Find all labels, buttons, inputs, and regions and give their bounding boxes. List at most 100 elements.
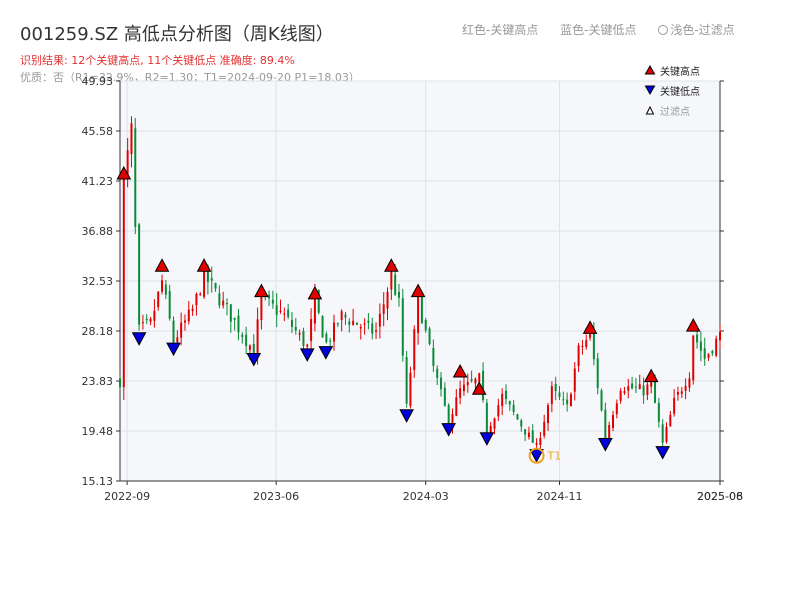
candle-body [432,347,435,366]
candle-body [268,294,271,299]
key-high-marker [643,368,659,383]
candle-body [153,310,156,321]
candle-body [619,390,622,401]
candle-body [375,330,378,332]
candle-body [164,284,167,295]
candle-body [646,384,649,395]
candle-body [141,322,144,324]
candle-body [222,300,225,306]
x-tick-label: 2022-09 [104,490,150,503]
candle-body [623,391,626,393]
t1-label: T1 [547,450,562,463]
y-tick-label: 49.93 [82,75,114,88]
candle-body [287,309,290,317]
candle-body [191,308,194,311]
y-tick-label: 28.18 [82,325,114,338]
candle-body [665,426,668,442]
candle-body [600,390,603,411]
candle-body [340,311,343,320]
candle-body [294,326,297,331]
candle-body [394,274,397,295]
candle-body [409,372,412,407]
candle-body [550,386,553,405]
candle-body [371,323,374,334]
candle-body [516,414,519,420]
candle-body [615,403,618,415]
candle-body [489,425,492,435]
candle-body [466,382,469,386]
candle-body [459,388,462,398]
candle-body [692,335,695,381]
candle-body [596,358,599,389]
legend-blue-text: 蓝色-关键低点 [560,23,637,37]
candle-body [631,383,634,389]
candle-body [436,368,439,378]
candle-body [122,176,125,388]
candle-body [145,318,148,321]
candle-body [462,384,465,392]
candle-body [279,310,282,312]
candle-body [676,391,679,395]
candle-body [478,373,481,382]
candle-body [547,405,550,424]
candle-body [501,393,504,407]
candle-body [684,386,687,391]
candle-body [378,313,381,327]
legend-red-text: 红色-关键高点 [462,23,539,37]
candle-body [252,344,255,357]
key-high-marker [410,283,426,298]
candle-body [680,391,683,394]
candle-body [699,341,702,351]
candle-body [654,377,657,404]
candle-body [611,415,614,428]
candle-body [577,345,580,366]
candle-body [199,294,202,296]
candle-body [696,334,699,343]
candle-body [233,317,236,320]
key-high-marker [471,381,487,395]
key-low-marker [655,446,671,460]
candle-body [657,402,660,422]
key-high-marker [196,258,212,272]
candle-body [401,298,404,356]
legend-high-label: 关键高点 [660,65,700,78]
candle-body [214,282,217,289]
candle-body [138,224,141,325]
candle-body [187,309,190,322]
candle-body [203,267,206,297]
legend-light-text: 浅色-过滤点 [658,23,735,37]
candle-body [161,280,164,292]
candle-body [493,418,496,429]
x-tick-label: 2023-06 [253,490,299,503]
candle-body [650,380,653,387]
candle-body [382,304,385,314]
key-low-marker [299,348,315,362]
candle-body [195,293,198,306]
x-tick-label: 2024-03 [403,490,449,503]
candle-body [363,323,366,325]
candle-body [390,272,393,290]
candle-body [512,404,515,412]
candle-body [210,278,213,281]
candle-body [344,314,347,318]
candle-body [256,319,259,354]
key-high-marker [582,320,598,334]
candle-body [573,368,576,392]
candle-body [176,337,179,343]
y-tick-label: 41.23 [82,175,114,188]
key-high-marker [116,165,132,180]
candle-body [367,320,370,323]
candle-body [237,315,240,333]
candle-body [474,378,477,384]
candle-body [554,383,557,392]
candle-body [302,331,305,346]
key-high-marker [254,283,269,298]
candle-body [226,302,229,305]
candle-body [524,429,527,435]
candle-body [424,319,427,331]
legend-filtered-label: 过滤点 [660,105,690,118]
candle-body [119,378,121,388]
candle-body [581,345,584,347]
candle-body [543,421,546,436]
